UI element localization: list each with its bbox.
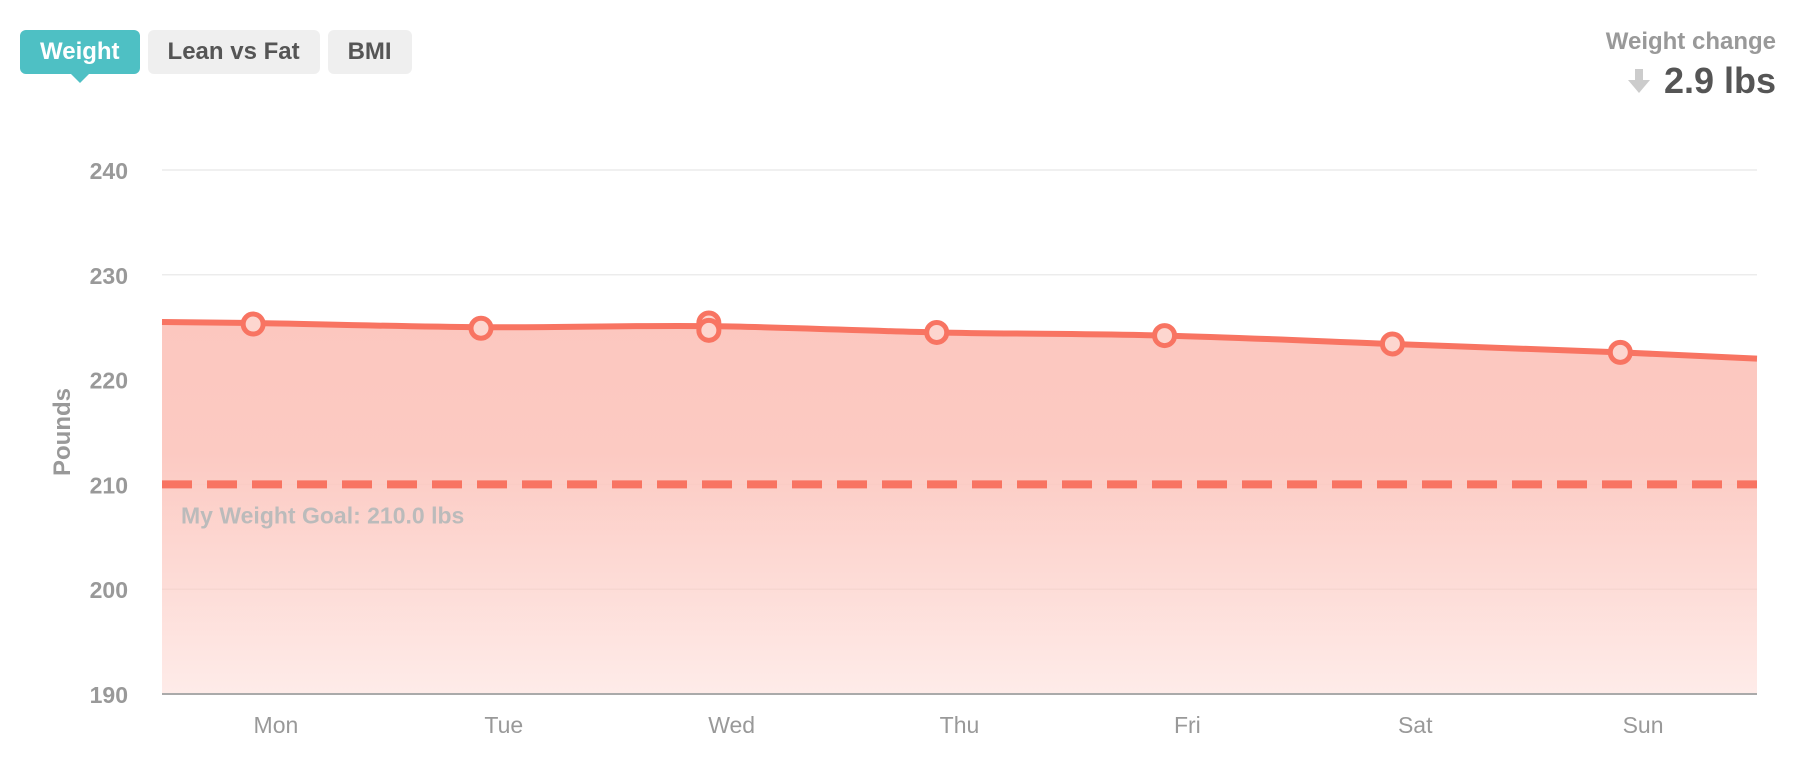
y-tick-label: 190 bbox=[90, 682, 128, 708]
tab-weight[interactable]: Weight bbox=[20, 30, 140, 83]
weight-change-label: Weight change bbox=[1605, 28, 1776, 55]
tab-bmi[interactable]: BMI bbox=[327, 30, 412, 74]
weight-change-row: 2.9 lbs bbox=[1606, 60, 1776, 102]
y-tick-label: 230 bbox=[90, 263, 128, 289]
data-point bbox=[468, 315, 494, 341]
arrow-down-icon bbox=[1627, 69, 1650, 93]
x-tick-label: Tue bbox=[484, 712, 523, 738]
goal-label: My Weight Goal: 210.0 lbs bbox=[181, 502, 464, 528]
y-axis-title: Pounds bbox=[49, 388, 76, 476]
data-point bbox=[1379, 331, 1405, 357]
x-tick-label: Fri bbox=[1174, 712, 1201, 738]
y-tick-label: 220 bbox=[90, 368, 128, 394]
x-tick-label: Sun bbox=[1623, 712, 1664, 738]
y-tick-label: 240 bbox=[90, 158, 128, 184]
x-tick-label: Mon bbox=[254, 712, 299, 738]
data-point bbox=[240, 311, 266, 337]
x-tick-label: Wed bbox=[708, 712, 755, 738]
y-tick-label: 200 bbox=[90, 577, 128, 603]
weight-change-summary: Weight change 2.9 lbs bbox=[1606, 28, 1776, 102]
weight-area bbox=[162, 321, 1757, 694]
x-tick-label: Thu bbox=[940, 712, 980, 738]
data-point bbox=[696, 317, 722, 343]
x-tick-label: Sat bbox=[1398, 712, 1433, 738]
tab-lean-vs-fat[interactable]: Lean vs Fat bbox=[147, 30, 320, 74]
y-tick-label: 210 bbox=[90, 472, 128, 498]
chart-tabs: Weight Lean vs Fat BMI bbox=[20, 30, 412, 83]
data-point bbox=[1152, 323, 1178, 349]
data-point bbox=[924, 319, 950, 345]
data-point bbox=[1607, 339, 1633, 365]
weight-change-value: 2.9 lbs bbox=[1663, 60, 1776, 101]
